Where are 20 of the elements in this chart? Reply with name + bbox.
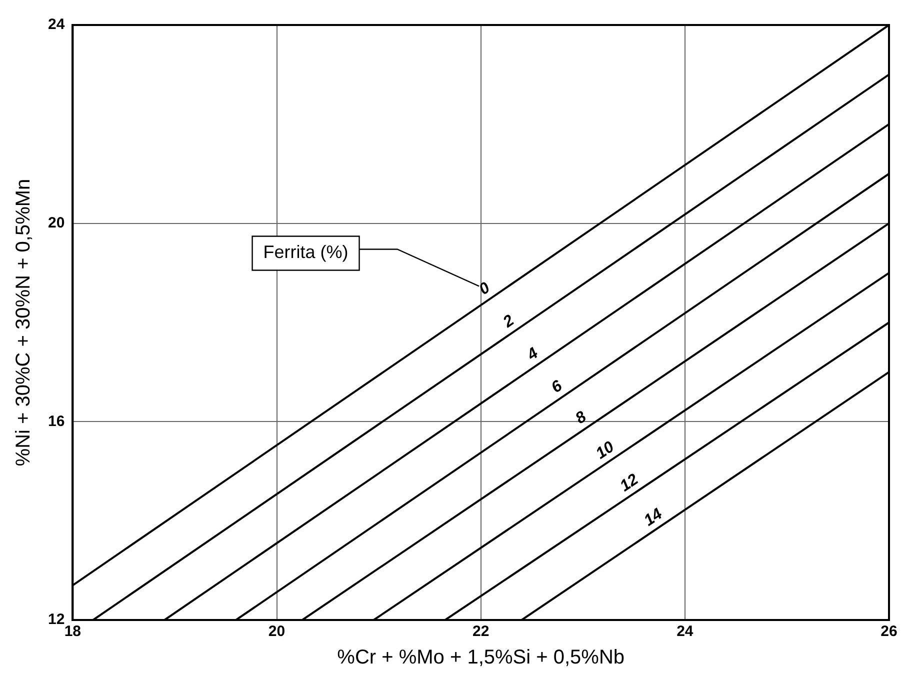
annotation: Ferrita (%) [263,242,348,262]
x-tick-label: 18 [64,623,82,640]
y-tick-label: 16 [48,412,65,430]
text: 2 [500,312,518,332]
x-tick-label: 22 [472,623,490,640]
text: 10 [593,438,618,463]
x-tick-label: 24 [676,623,694,640]
text: 12 [617,471,642,496]
y-tick-label: 24 [48,16,66,34]
y-tick-label: 12 [48,611,65,628]
text: 0 [476,279,494,299]
text: 8 [572,408,590,428]
text: 6 [548,378,566,397]
x-tick-label: 26 [880,623,898,640]
x-axis-title: %Cr + %Mo + 1,5%Si + 0,5%Nb [337,646,625,669]
text: 14 [641,506,666,530]
x-tick-label: 20 [268,623,286,640]
text: 4 [524,344,542,365]
y-tick-label: 20 [48,214,65,232]
y-axis-title: %Ni + 30%C + 30%N + 0,5%Mn [12,178,35,466]
